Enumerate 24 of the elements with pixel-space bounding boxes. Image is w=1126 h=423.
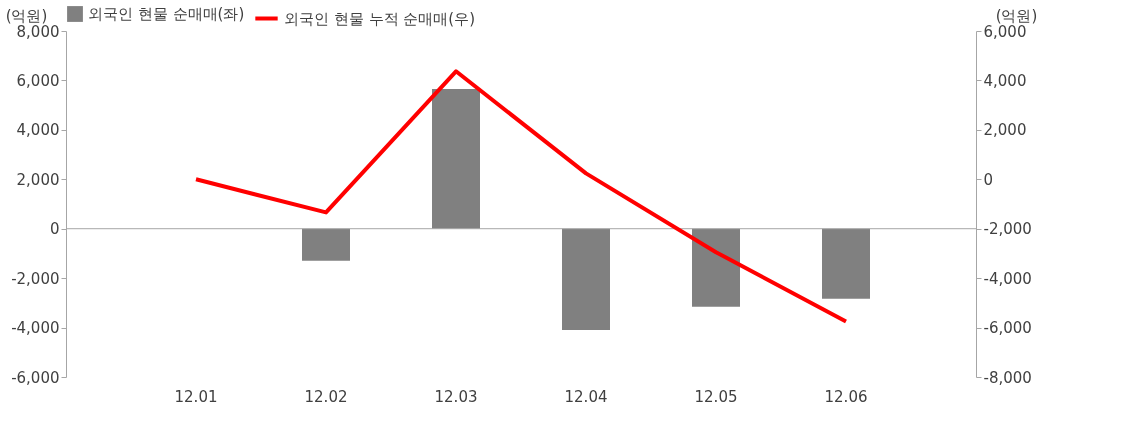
legend-label: 외국인 현물 누적 순매매(우) xyxy=(284,9,476,28)
x-tick-label: 12.03 xyxy=(434,387,478,406)
y2-tick-label: -6,000 xyxy=(983,319,1032,338)
legend-label: 외국인 현물 순매매(좌) xyxy=(88,5,245,23)
y-tick-label: 6,000 xyxy=(16,71,60,90)
x-tick-label: 12.05 xyxy=(694,387,738,406)
y2-tick-label: 4,000 xyxy=(983,71,1027,90)
y-tick-label: -2,000 xyxy=(11,269,60,288)
x-tick-label: 12.04 xyxy=(564,387,608,406)
x-tick-label: 12.06 xyxy=(824,387,868,406)
y-tick-label: 2,000 xyxy=(16,170,60,189)
y2-axis-title: (억원) xyxy=(995,6,1038,25)
y2-tick-label: -2,000 xyxy=(983,220,1032,239)
y-tick-label: 4,000 xyxy=(16,121,60,140)
y-tick-label: -6,000 xyxy=(11,368,60,387)
x-tick-label: 12.01 xyxy=(174,387,218,406)
y2-tick-label: 2,000 xyxy=(983,121,1027,140)
y2-tick-label: -8,000 xyxy=(983,368,1032,387)
y-tick-label: 0 xyxy=(49,220,60,239)
x-tick-label: 12.02 xyxy=(304,387,348,406)
y-axis-title: (억원) xyxy=(5,6,48,25)
y-tick-label: -4,000 xyxy=(11,319,60,338)
y2-tick-label: 0 xyxy=(983,170,994,189)
y2-tick-label: -4,000 xyxy=(983,269,1032,288)
